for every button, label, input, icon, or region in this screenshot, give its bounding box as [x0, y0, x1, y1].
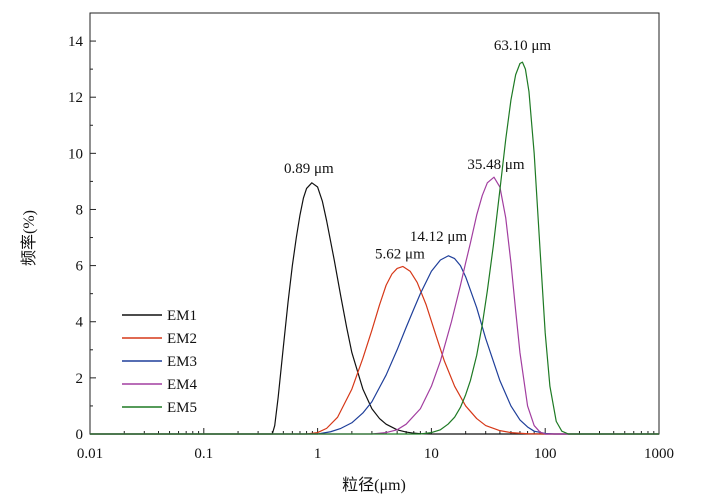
series-line-em4 [90, 176, 659, 435]
series-line-em1 [90, 182, 659, 435]
series-line-em3 [90, 255, 659, 435]
legend-label-em3: EM3 [167, 354, 197, 370]
y-tick-label: 10 [68, 146, 83, 162]
x-tick-label: 10 [424, 446, 439, 462]
legend-label-em5: EM5 [167, 400, 197, 416]
peak-label-em5: 63.10 μm [494, 38, 552, 54]
legend-label-em1: EM1 [167, 308, 197, 324]
peak-label-em3: 14.12 μm [410, 229, 468, 245]
x-tick-label: 0.01 [77, 446, 103, 462]
legend: EM1 EM2 EM3 EM4 EM5 [122, 308, 198, 416]
legend-label-em4: EM4 [167, 377, 198, 393]
y-tick-label: 2 [76, 371, 84, 387]
series-line-em2 [90, 265, 659, 435]
peak-label-em1: 0.89 μm [284, 161, 334, 177]
x-tick-label: 1 [314, 446, 322, 462]
legend-label-em2: EM2 [167, 331, 197, 347]
x-tick-label: 0.1 [194, 446, 213, 462]
plot-frame [89, 12, 660, 435]
y-tick-label: 4 [76, 315, 84, 331]
y-axis-title: 频率(%) [20, 210, 38, 266]
y-tick-label: 6 [76, 259, 84, 275]
y-tick-label: 12 [68, 90, 83, 106]
y-tick-label: 14 [68, 34, 84, 50]
x-axis-title: 粒径(μm) [342, 476, 406, 494]
y-tick-label: 0 [76, 427, 84, 443]
y-tick-label: 8 [76, 202, 84, 218]
x-tick-label: 1000 [644, 446, 674, 462]
peak-label-em2: 5.62 μm [375, 246, 425, 262]
peak-label-em4: 35.48 μm [467, 157, 525, 173]
x-axis-ticks: 0.01 0.1 1 10 100 1000 [77, 428, 674, 462]
series-line-em5 [90, 61, 659, 435]
x-tick-label: 100 [534, 446, 557, 462]
y-axis-ticks: 0 2 4 6 8 10 12 14 [68, 34, 96, 443]
series-lines [90, 61, 659, 435]
